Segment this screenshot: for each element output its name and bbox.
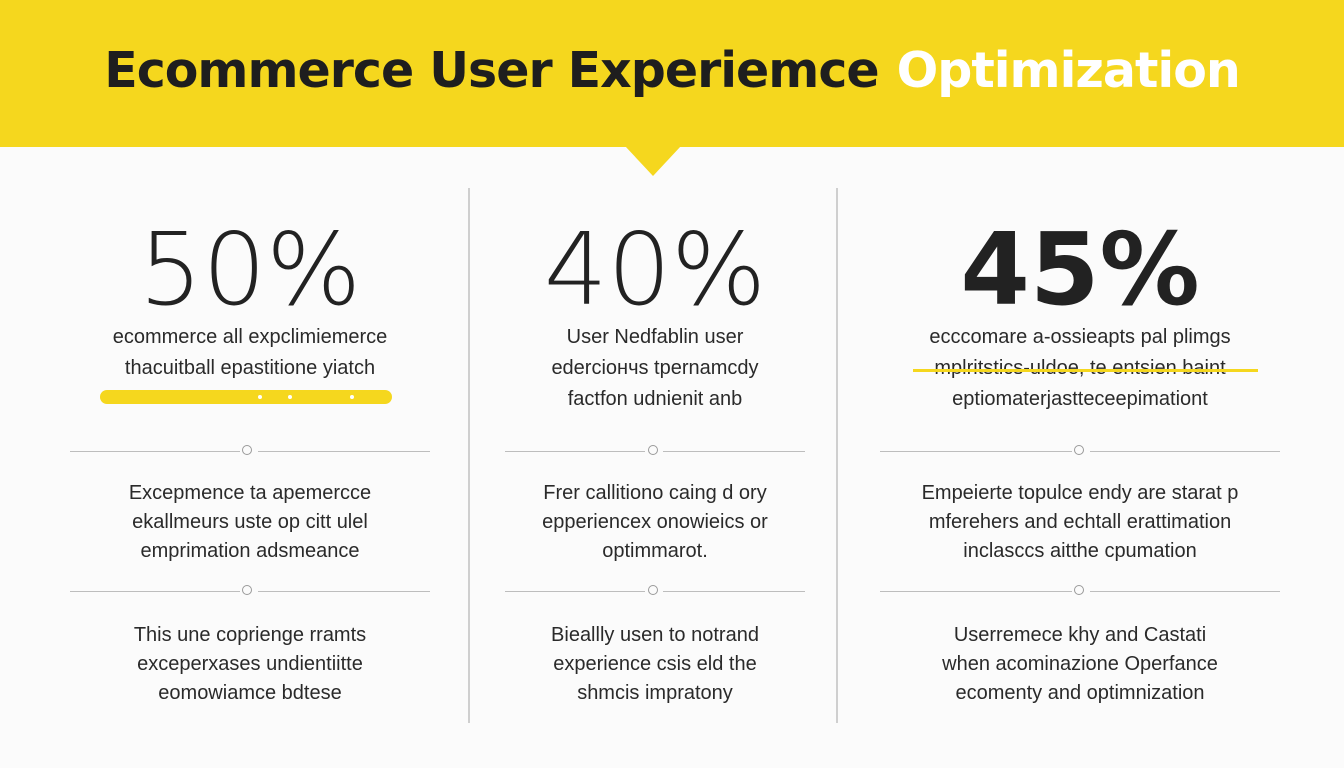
desc-line: ecccomare a-ossieapts pal plimgs <box>929 326 1231 348</box>
stat-description: ecccomare a-ossieapts pal plimgs mplrits… <box>880 322 1280 415</box>
block-line: inclasccs aitthe cpumation <box>963 540 1197 562</box>
separator-dot <box>1074 445 1084 455</box>
separator-dot <box>648 585 658 595</box>
desc-line: eptiomaterjastteceepimationt <box>952 388 1208 410</box>
stat-description: ecommerce all expclimiemerce thacuitball… <box>70 322 430 384</box>
text-block: Bieallly usen to notrand experience csis… <box>505 621 805 708</box>
stat-column-3: 45% ecccomare a-ossieapts pal plimgs mpl… <box>880 210 1280 730</box>
desc-line: factfon udnienit anb <box>567 388 743 410</box>
desc-line: User Nedfablin user <box>566 326 744 348</box>
separator <box>70 445 430 459</box>
block-line: ecomenty and optimnization <box>955 682 1205 704</box>
separator-dot <box>1074 585 1084 595</box>
bar-dot <box>258 395 262 399</box>
block-line: ekallmeurs uste op citt ulel <box>132 511 368 533</box>
separator <box>70 585 430 599</box>
block-line: shmcis impratony <box>577 682 733 704</box>
stat-value: 50% <box>138 211 362 328</box>
separator-dot <box>648 445 658 455</box>
stat-description: User Nedfablin user ederciончs tpernamcd… <box>505 322 805 415</box>
column-divider <box>836 188 838 723</box>
block-line: eomowiamce bdtese <box>158 682 342 704</box>
block-line: This une coprienge rramts <box>133 624 367 646</box>
text-block: Empeierte topulce endy are starat p mfer… <box>880 479 1280 566</box>
block-line: experience csis eld the <box>553 653 757 675</box>
stat-value: 45% <box>960 211 1200 328</box>
highlight-underline <box>913 369 1258 372</box>
separator <box>505 585 805 599</box>
header-banner: Ecommerce User Experiemce Optimization <box>0 0 1344 147</box>
desc-line: ecommerce all expclimiemerce <box>112 326 388 348</box>
separator-dot <box>242 585 252 595</box>
stat-column-2: 40% User Nedfablin user ederciончs tpern… <box>505 210 805 730</box>
bar-dot <box>288 395 292 399</box>
text-block: Excepmence ta apemercce ekallmeurs uste … <box>70 479 430 566</box>
text-block: Userremece khy and Castati when acominaz… <box>880 621 1280 708</box>
title-accent: Optimization <box>896 42 1241 99</box>
separator <box>880 585 1280 599</box>
header-pointer <box>625 146 681 176</box>
column-divider <box>468 188 470 723</box>
block-line: Bieallly usen to notrand <box>551 624 759 646</box>
block-line: exceperxases undientiitte <box>137 653 363 675</box>
desc-line: thacuitball epastitione yiatch <box>124 357 376 379</box>
desc-line: ederciончs tpernamcdy <box>551 357 759 379</box>
stat-value: 40% <box>543 211 767 328</box>
block-line: Excepmence ta apemercce <box>128 482 372 504</box>
highlight-bar <box>100 390 392 404</box>
separator-dot <box>242 445 252 455</box>
block-line: when acominazione Operfance <box>942 653 1218 675</box>
desc-line: mplritstics-uldoe, te entsien baint <box>934 357 1226 379</box>
separator <box>880 445 1280 459</box>
text-block: Frer callitiono caing d ory epperiencex … <box>505 479 805 566</box>
title-main: Ecommerce User Experiemce <box>104 42 879 99</box>
block-line: epperiencex onowieics or <box>542 511 768 533</box>
block-line: mferehers and echtall erattimation <box>928 511 1232 533</box>
block-line: Empeierte topulce endy are starat p <box>921 482 1239 504</box>
block-line: Frer callitiono caing d ory <box>543 482 767 504</box>
text-block: This une coprienge rramts exceperxases u… <box>70 621 430 708</box>
block-line: emprimation adsmeance <box>140 540 360 562</box>
block-line: Userremece khy and Castati <box>953 624 1207 646</box>
bar-dot <box>350 395 354 399</box>
page-title: Ecommerce User Experiemce Optimization <box>0 42 1344 99</box>
block-line: optimmarot. <box>602 540 708 562</box>
separator <box>505 445 805 459</box>
stat-column-1: 50% ecommerce all expclimiemerce thacuit… <box>70 210 430 730</box>
